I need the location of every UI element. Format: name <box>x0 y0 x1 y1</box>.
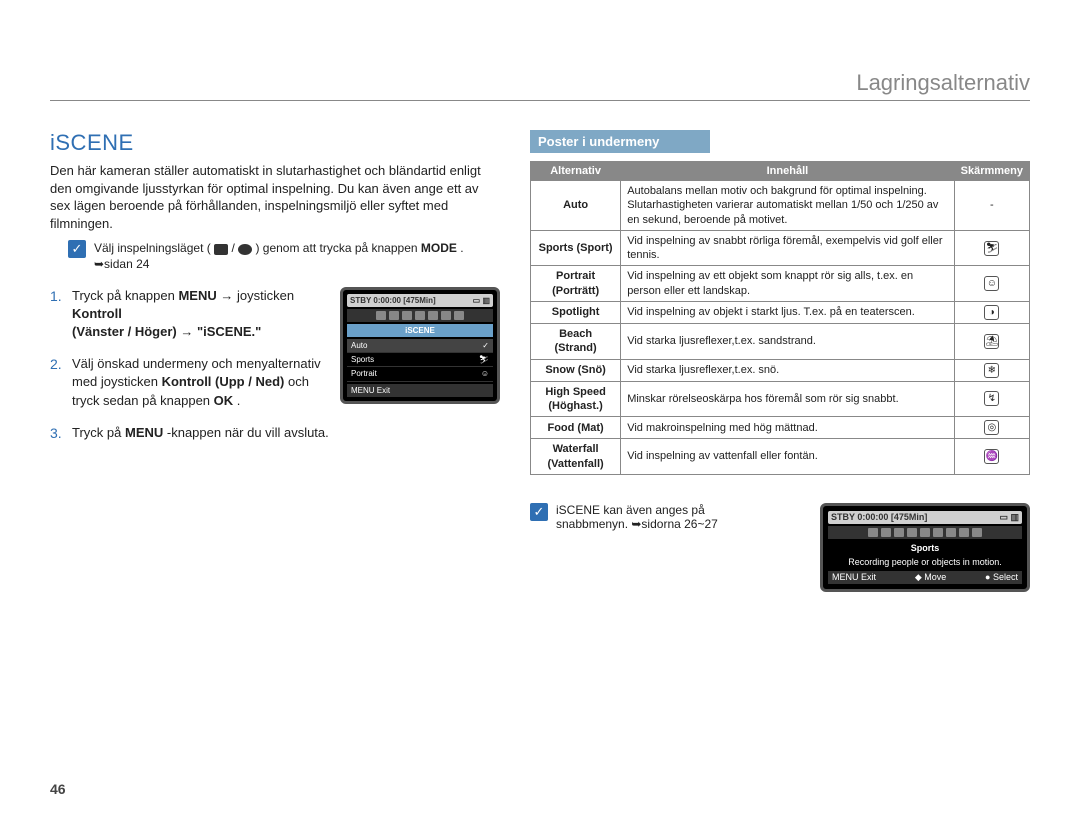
step1-text-c: (Vänster / Höger) → "iSCENE." <box>72 324 261 339</box>
steps-list: STBY 0:00:00 [475Min] ▭ ▥ iSCENE Auto✓ S… <box>50 287 500 442</box>
step2-ok: OK <box>214 393 234 408</box>
ss2-row-icons <box>828 526 1022 539</box>
cell-option-name: Beach (Strand) <box>531 324 621 360</box>
step1-text-a: Tryck på knappen <box>72 288 178 303</box>
cell-option-icon: ◎ <box>954 417 1029 439</box>
cell-option-name: Auto <box>531 181 621 231</box>
ss2-select: Select <box>993 572 1018 582</box>
infobox-text-3: ) genom att trycka på knappen <box>255 241 420 255</box>
table-row: Beach (Strand)Vid starka ljusreflexer,t.… <box>531 324 1030 360</box>
cell-option-icon: ◑ <box>954 302 1029 324</box>
step-1: STBY 0:00:00 [475Min] ▭ ▥ iSCENE Auto✓ S… <box>50 287 500 342</box>
step-2: Välj önskad undermeny och menyalternativ… <box>50 355 500 410</box>
mode-icon: ◑ <box>984 305 999 320</box>
th-alternativ: Alternativ <box>531 162 621 181</box>
step3-text-a: Tryck på <box>72 425 125 440</box>
table-row: Snow (Snö)Vid starka ljusreflexer,t.ex. … <box>531 359 1030 381</box>
cell-option-desc: Minskar rörelseoskärpa hos föremål som r… <box>621 381 954 417</box>
info-box-mode: ✓ Välj inspelningsläget ( / ) genom att … <box>68 240 500 272</box>
cell-option-desc: Autobalans mellan motiv och bakgrund för… <box>621 181 954 231</box>
cell-option-name: Sports (Sport) <box>531 230 621 266</box>
cell-option-desc: Vid inspelning av vattenfall eller fontä… <box>621 439 954 475</box>
mode-icon: ❄ <box>984 363 999 378</box>
cell-option-desc: Vid inspelning av objekt i starkt ljus. … <box>621 302 954 324</box>
ss2-line1: Sports <box>828 543 1022 553</box>
video-mode-icon <box>214 244 228 255</box>
mode-icon: ◎ <box>984 420 999 435</box>
footnote-text: iSCENE kan även anges på snabbmenyn. ➥si… <box>556 503 780 531</box>
step1-kontroll: Kontroll <box>72 306 122 321</box>
mode-icon: ⛱ <box>984 334 999 349</box>
mode-icon: ♒ <box>984 449 999 464</box>
step1-menu: MENU <box>178 288 216 303</box>
photo-mode-icon <box>238 244 252 255</box>
table-row: High Speed (Höghast.)Minskar rörelseoskä… <box>531 381 1030 417</box>
page-number: 46 <box>50 781 66 797</box>
cell-option-desc: Vid starka ljusreflexer,t.ex. sandstrand… <box>621 324 954 360</box>
cell-option-icon: ❄ <box>954 359 1029 381</box>
step3-bold: MENU <box>125 425 163 440</box>
cell-option-icon: ↯ <box>954 381 1029 417</box>
step3-text-b: -knappen när du vill avsluta. <box>167 425 329 440</box>
cell-option-name: Snow (Snö) <box>531 359 621 381</box>
footnote-row: ✓ iSCENE kan även anges på snabbmenyn. ➥… <box>530 503 1030 592</box>
mode-icon: ☺ <box>984 276 999 291</box>
ss1-stby: STBY 0:00:00 [475Min] <box>350 295 436 306</box>
cell-option-desc: Vid inspelning av ett objekt som knappt … <box>621 266 954 302</box>
cell-option-icon: ⛱ <box>954 324 1029 360</box>
cell-option-name: Spotlight <box>531 302 621 324</box>
table-row: Sports (Sport)Vid inspelning av snabbt r… <box>531 230 1030 266</box>
th-innehall: Innehåll <box>621 162 954 181</box>
cell-option-name: Portrait (Porträtt) <box>531 266 621 302</box>
th-skarmmeny: Skärmmeny <box>954 162 1029 181</box>
ss1-row-icons <box>347 309 493 322</box>
left-column: iSCENE Den här kameran ställer automatis… <box>50 130 500 592</box>
step-3: Tryck på MENU -knappen när du vill avslu… <box>50 424 500 442</box>
intro-paragraph: Den här kameran ställer automatiskt in s… <box>50 162 500 232</box>
mode-icon: ⛷ <box>984 241 999 256</box>
step2-dot: . <box>237 393 241 408</box>
right-column: Poster i undermeny Alternativ Innehåll S… <box>530 130 1030 592</box>
check-icon: ✓ <box>68 240 86 258</box>
ss1-battery-icon: ▭ ▥ <box>473 295 490 306</box>
step1-arrow: → <box>220 288 237 303</box>
cell-option-desc: Vid starka ljusreflexer,t.ex. snö. <box>621 359 954 381</box>
infobox-text-1: Välj inspelningsläget ( <box>94 241 211 255</box>
header-rule <box>50 100 1030 101</box>
ss2-battery-icon: ▭ ▥ <box>999 512 1019 523</box>
table-row: AutoAutobalans mellan motiv och bakgrund… <box>531 181 1030 231</box>
table-row: SpotlightVid inspelning av objekt i star… <box>531 302 1030 324</box>
page-body: iSCENE Den här kameran ställer automatis… <box>50 130 1030 592</box>
cell-option-icon: ♒ <box>954 439 1029 475</box>
ss1-menu-label: iSCENE <box>347 324 493 337</box>
page-header-title: Lagringsalternativ <box>856 70 1030 96</box>
cell-option-icon: ⛷ <box>954 230 1029 266</box>
submenu-header: Poster i undermeny <box>530 130 710 153</box>
cell-option-icon: ☺ <box>954 266 1029 302</box>
cell-option-desc: Vid makroinspelning med hög mättnad. <box>621 417 954 439</box>
cell-option-name: Waterfall (Vattenfall) <box>531 439 621 475</box>
ss2-line2: Recording people or objects in motion. <box>828 557 1022 567</box>
ss2-exit: MENU Exit <box>832 572 876 583</box>
infobox-mode: MODE <box>421 241 457 255</box>
table-row: Waterfall (Vattenfall)Vid inspelning av … <box>531 439 1030 475</box>
cell-option-icon: - <box>954 181 1029 231</box>
table-row: Food (Mat)Vid makroinspelning med hög mä… <box>531 417 1030 439</box>
infobox-text-2: / <box>231 241 238 255</box>
cell-option-name: High Speed (Höghast.) <box>531 381 621 417</box>
step1-text-b: joysticken <box>237 288 294 303</box>
step2-bold: Kontroll (Upp / Ned) <box>162 374 285 389</box>
options-table: Alternativ Innehåll Skärmmeny AutoAutoba… <box>530 161 1030 475</box>
check-icon: ✓ <box>530 503 548 521</box>
lcd-screenshot-quickmenu: STBY 0:00:00 [475Min] ▭ ▥ Sports Recordi… <box>820 503 1030 592</box>
section-heading-iscene: iSCENE <box>50 130 500 156</box>
table-row: Portrait (Porträtt)Vid inspelning av ett… <box>531 266 1030 302</box>
ss1-row-auto: Auto <box>351 340 367 351</box>
mode-icon: ↯ <box>984 391 999 406</box>
cell-option-name: Food (Mat) <box>531 417 621 439</box>
cell-option-desc: Vid inspelning av snabbt rörliga föremål… <box>621 230 954 266</box>
ss2-move: Move <box>924 572 946 582</box>
ss2-stby: STBY 0:00:00 [475Min] <box>831 512 927 523</box>
